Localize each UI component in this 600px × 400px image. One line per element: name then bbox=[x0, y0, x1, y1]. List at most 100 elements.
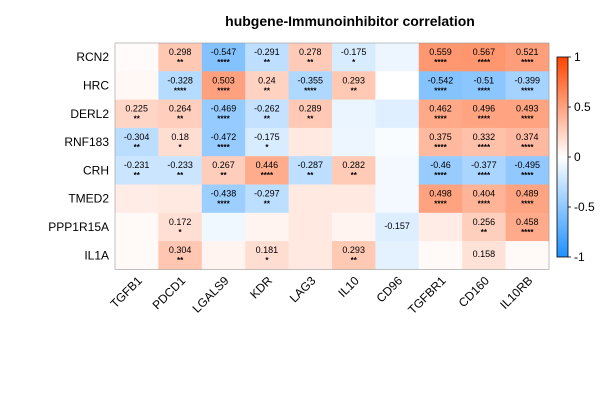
cell-significance-label: * bbox=[179, 228, 183, 237]
cell-significance-label: **** bbox=[261, 171, 274, 180]
heatmap-cell bbox=[158, 99, 203, 129]
heatmap-cell bbox=[375, 212, 420, 242]
legend-tick-label: -0.5 bbox=[574, 200, 595, 214]
cell-significance-label: ** bbox=[177, 115, 184, 124]
heatmap-cell bbox=[288, 212, 333, 242]
heatmap-cell bbox=[462, 212, 506, 242]
heatmap-cell bbox=[115, 156, 159, 185]
heatmap-cell bbox=[462, 156, 506, 185]
heatmap-cell bbox=[332, 99, 376, 129]
heatmap-cell bbox=[158, 184, 203, 214]
cell-value-label: -0.175 bbox=[341, 47, 367, 57]
heatmap-cells bbox=[115, 43, 550, 270]
row-label: CRH bbox=[83, 163, 109, 177]
cell-significance-label: ** bbox=[264, 58, 271, 67]
cell-value-label: 0.375 bbox=[429, 132, 452, 142]
legend-tick-label: 0 bbox=[574, 150, 581, 164]
cell-significance-label: ** bbox=[264, 200, 271, 209]
cell-significance-label: **** bbox=[478, 58, 491, 67]
heatmap-cell bbox=[115, 212, 159, 242]
heatmap-cell bbox=[375, 71, 420, 100]
heatmap-cell bbox=[201, 241, 246, 270]
column-label: KDR bbox=[247, 273, 275, 301]
cell-significance-label: **** bbox=[478, 171, 491, 180]
heatmap-cell bbox=[288, 99, 333, 129]
cell-significance-label: ** bbox=[264, 115, 271, 124]
row-label: IL1A bbox=[84, 248, 109, 262]
cell-value-label: 0.267 bbox=[212, 160, 235, 170]
column-label: CD160 bbox=[456, 273, 493, 310]
heatmap-cell bbox=[418, 184, 463, 214]
legend-tick-label: 1 bbox=[574, 50, 581, 64]
cell-significance-label: **** bbox=[174, 86, 187, 95]
cell-value-label: -0.542 bbox=[428, 75, 454, 85]
cell-value-label: 0.521 bbox=[516, 47, 539, 57]
heatmap-cell bbox=[375, 184, 420, 214]
heatmap-cell bbox=[462, 71, 506, 100]
heatmap-cell bbox=[375, 99, 420, 129]
cell-value-label: 0.264 bbox=[169, 104, 192, 114]
heatmap-cell bbox=[418, 212, 463, 242]
cell-value-label: -0.399 bbox=[515, 75, 541, 85]
cell-value-label: 0.256 bbox=[473, 217, 496, 227]
cell-value-label: -0.469 bbox=[211, 104, 237, 114]
cell-value-label: 0.18 bbox=[171, 132, 189, 142]
cell-value-label: 0.289 bbox=[299, 104, 322, 114]
heatmap-cell bbox=[332, 71, 376, 100]
heatmap-cell bbox=[158, 71, 203, 100]
cell-significance-label: ** bbox=[351, 256, 358, 265]
heatmap-cell bbox=[158, 156, 203, 185]
cell-value-label: 0.503 bbox=[212, 75, 235, 85]
heatmap-cell bbox=[288, 127, 333, 157]
cell-value-label: 0.172 bbox=[169, 217, 192, 227]
cell-significance-label: **** bbox=[478, 143, 491, 152]
cell-significance-label: **** bbox=[521, 58, 534, 67]
cell-value-label: -0.51 bbox=[474, 75, 495, 85]
cell-value-label: 0.24 bbox=[258, 75, 276, 85]
cell-significance-label: ** bbox=[220, 171, 227, 180]
heatmap-cell bbox=[288, 156, 333, 185]
cell-significance-label: **** bbox=[217, 200, 230, 209]
cell-value-label: 0.293 bbox=[342, 75, 365, 85]
cell-value-label: 0.374 bbox=[516, 132, 539, 142]
heatmap-cell bbox=[245, 43, 289, 72]
heatmap-cell bbox=[201, 71, 246, 100]
cell-value-label: 0.462 bbox=[429, 104, 452, 114]
heatmap-cell bbox=[288, 43, 333, 72]
cell-significance-label: **** bbox=[478, 200, 491, 209]
heatmap-cell bbox=[375, 156, 420, 185]
heatmap-cell bbox=[462, 43, 506, 72]
cell-value-label: -0.287 bbox=[298, 160, 324, 170]
legend-color-bar bbox=[556, 56, 569, 258]
cell-value-label: -0.262 bbox=[254, 104, 280, 114]
cell-significance-label: * bbox=[265, 143, 269, 152]
heatmap-cell bbox=[505, 156, 550, 185]
heatmap-cell bbox=[375, 43, 420, 72]
heatmap-cell bbox=[375, 241, 420, 270]
heatmap-cell bbox=[201, 184, 246, 214]
heatmap-cell bbox=[332, 184, 376, 214]
legend-tick-label: -1 bbox=[574, 250, 585, 264]
heatmap-cell bbox=[158, 212, 203, 242]
cell-value-label: -0.304 bbox=[124, 132, 150, 142]
cell-significance-label: ** bbox=[177, 58, 184, 67]
heatmap-cell bbox=[288, 241, 333, 270]
heatmap-cell bbox=[158, 43, 203, 72]
cell-significance-label: **** bbox=[434, 200, 447, 209]
heatmap-cell bbox=[418, 156, 463, 185]
cell-value-label: 0.282 bbox=[342, 160, 365, 170]
cell-value-label: -0.547 bbox=[211, 47, 237, 57]
heatmap-cell bbox=[245, 99, 289, 129]
cell-value-label: -0.46 bbox=[430, 160, 451, 170]
cell-significance-label: **** bbox=[521, 200, 534, 209]
heatmap-cell bbox=[332, 156, 376, 185]
cell-value-label: 0.498 bbox=[429, 189, 452, 199]
cell-value-label: 0.446 bbox=[256, 160, 279, 170]
cell-value-label: -0.175 bbox=[254, 132, 280, 142]
cell-value-label: 0.278 bbox=[299, 47, 322, 57]
heatmap-cell bbox=[158, 241, 203, 270]
cell-significance-label: ** bbox=[177, 256, 184, 265]
heatmap-cell bbox=[505, 241, 550, 270]
cell-value-label: 0.404 bbox=[473, 189, 496, 199]
column-labels: TGFB1 PDCD1 LGALS9 KDR LAG3 IL10 CD96 TGFBR1 CD1… bbox=[108, 273, 536, 317]
